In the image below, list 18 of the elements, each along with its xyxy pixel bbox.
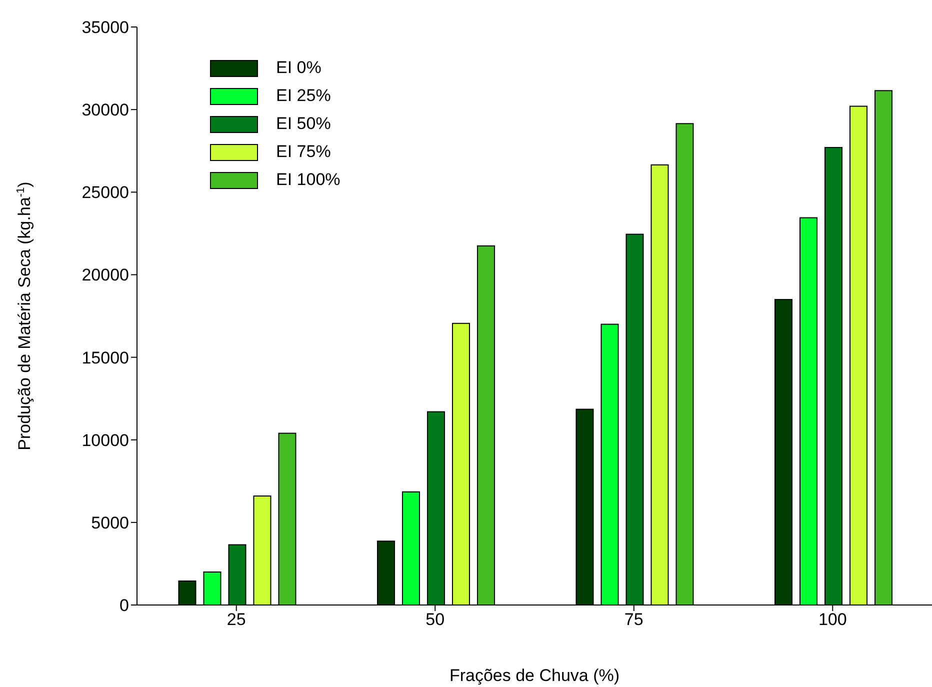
legend-label: EI 25% [276,85,331,107]
legend-label: EI 50% [276,113,331,135]
x-tick-label: 100 [818,610,847,630]
legend-label: EI 100% [276,169,340,191]
x-tick-label: 25 [226,610,246,630]
legend-label: EI 0% [276,57,322,79]
y-tick-label: 15000 [82,348,129,368]
y-tick-label: 0 [120,596,129,616]
x-axis-title: Frações de Chuva (%) [449,666,620,685]
y-tick-label: 25000 [82,183,129,202]
legend-label: EI 75% [276,141,331,163]
x-tick-label: 75 [624,610,644,630]
y-tick-label: 35000 [82,18,129,38]
y-tick-label: 20000 [82,266,129,285]
y-tick-label: 10000 [82,430,129,450]
x-tick-label: 50 [426,610,445,630]
y-tick-label: 30000 [82,100,129,120]
y-tick-label: 5000 [91,513,129,532]
